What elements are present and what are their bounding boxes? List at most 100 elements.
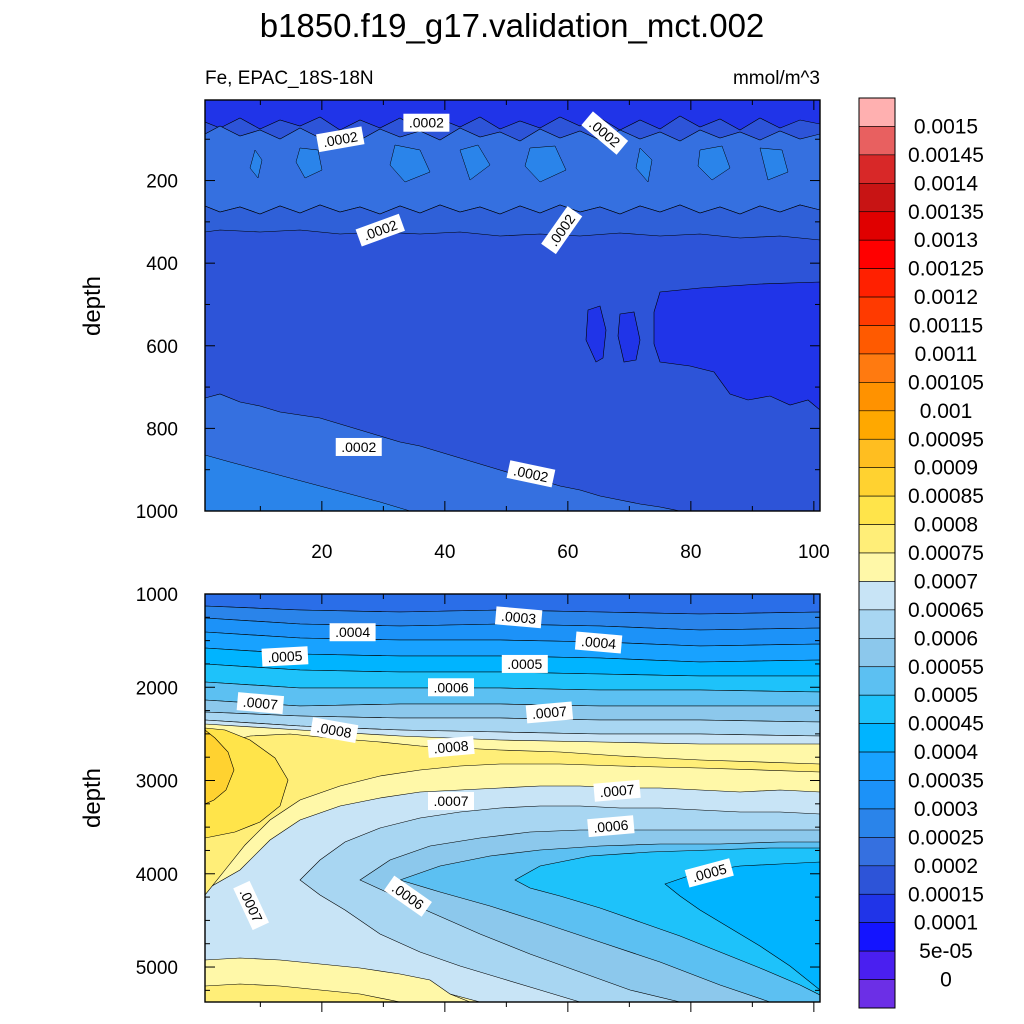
contour-label: .0007 [236,692,285,715]
upper-x-axis: 20 40 60 80 100 [259,100,830,563]
colorbar-swatch [858,609,896,639]
y-tick-label: 800 [146,419,178,440]
x-tick-label: 100 [798,542,830,563]
units-label: mmol/m^3 [733,68,820,89]
fill-band-00010-pocket2 [585,305,607,363]
contour-label: .0002 [403,113,450,132]
contour-label-box [355,213,405,247]
contour-label-box [233,880,270,931]
contour-label-text: .0005 [507,656,542,672]
contour-label-box [316,126,365,153]
y-tick-label: 1000 [136,585,178,606]
colorbar-swatch [858,666,896,696]
contour-label-box [309,717,359,744]
contour-label-box [261,646,309,667]
colorbar-swatch [858,239,896,269]
colorbar-swatch [858,467,896,497]
contour-label-text: .0008 [433,737,470,756]
contour-label-text: .0002 [341,439,376,455]
contour-label-box [506,460,556,488]
colorbar-swatch [858,837,896,867]
contour-label: .0003 [494,606,543,629]
colorbar-swatch [858,524,896,554]
colorbar-label: 0.0011 [915,343,978,366]
colorbar-swatch [858,893,896,923]
colorbar-label: 0.0002 [914,855,978,878]
y-tick-label: 3000 [136,772,178,793]
colorbar: 0.0015 0.00145 0.0014 0.00135 0.0013 0.00125 0… [858,97,984,1009]
colorbar-swatch [858,780,896,810]
colorbar-label: 0.001 [920,400,973,423]
colorbar-swatch [858,979,896,1009]
contour-label: .0002 [506,460,556,488]
colorbar-label: 0.00105 [908,371,984,394]
lower-x-axis [259,594,815,1012]
colorbar-swatch [858,97,896,127]
contour-label-text: .0007 [433,793,468,809]
lower-y-axis: 1000 2000 3000 4000 5000 [136,585,820,991]
colorbar-label: 0.0014 [914,172,979,195]
contour-label-box [587,815,635,838]
colorbar-label: 0.0003 [914,798,978,821]
contour-label-box [574,631,623,654]
chart-title: b1850.f19_g17.validation_mct.002 [260,7,765,44]
colorbar-label: 0.0004 [914,741,979,764]
contour-label-box [427,735,475,758]
fill-band-00080-bottom [205,983,401,1002]
fill-band-00010-pocket3 [617,311,641,363]
contour-label-box [525,701,574,724]
contour-label-box [335,437,382,456]
contour-label-text: .0002 [512,462,550,485]
y-tick-label: 2000 [136,678,178,699]
colorbar-swatch [858,552,896,582]
colorbar-label: 0.0001 [914,912,978,935]
contour-label: .0008 [427,735,475,758]
fill-band-00045-core [664,861,820,991]
contour-label-text: .0002 [409,115,444,131]
colorbar-swatch [858,296,896,326]
lower-y-axis-label: depth [79,768,106,828]
colorbar-label: 0.00035 [908,770,984,793]
contour-label-box [541,206,583,255]
colorbar-swatch [858,325,896,355]
y-tick-label: 400 [146,254,178,275]
colorbar-swatch [858,154,896,184]
colorbar-label: 0.00045 [908,713,984,736]
contour-label-text: .0008 [316,719,353,741]
y-tick-label: 1000 [136,502,178,523]
colorbar-swatch [858,638,896,668]
colorbar-swatch [858,211,896,241]
colorbar-swatch [858,382,896,412]
colorbar-swatch [858,353,896,383]
contour-label-text: .0007 [531,703,568,722]
contour-label-box [428,678,474,697]
contour-label: .0008 [309,717,359,744]
fill-band-00010-pocket [653,281,820,411]
contour-label: .0002 [335,437,382,456]
colorbar-label: 0.0008 [914,514,978,537]
contour-label: .0005 [501,654,548,673]
contour-label: .0007 [593,779,641,802]
contour-label-box [501,654,548,673]
y-tick-label: 600 [146,337,178,358]
colorbar-swatch [858,865,896,895]
colorbar-label: 0.0009 [914,457,978,480]
y-tick-label: 4000 [136,865,178,886]
colorbar-label: 0.0007 [914,570,978,593]
contour-label-text: .0007 [599,781,636,800]
contour-label-text: .0005 [267,648,303,666]
contour-label: .0006 [428,678,474,697]
fill-band-00025 [249,144,789,183]
fill-band-00025-deep [205,454,411,511]
contour-label-text: .0003 [500,608,537,627]
contour-label: .0006 [587,815,635,838]
contour-label-box [494,606,543,629]
contour-label-box [593,779,641,802]
upper-contour-fill [205,100,820,511]
colorbar-swatch [858,723,896,753]
fill-band-00020 [205,125,820,215]
colorbar-label: 0.0015 [914,115,978,138]
colorbar-label: 0.00085 [908,485,984,508]
lower-contour-fill [205,594,820,1002]
